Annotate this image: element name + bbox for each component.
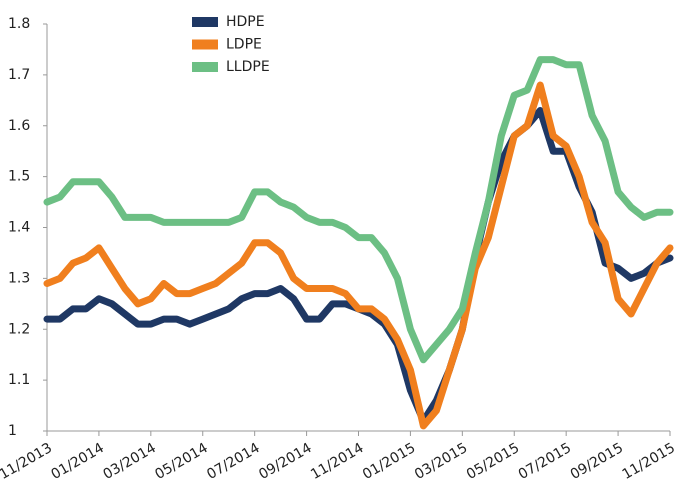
x-tick-label: 07/2014 (204, 440, 262, 483)
x-tick-label: 11/2014 (308, 440, 366, 483)
x-tick-label: 01/2015 (360, 440, 418, 483)
x-tick-label: 03/2014 (100, 440, 158, 483)
y-tick-label: 1.5 (8, 169, 30, 185)
x-tick-label: 07/2015 (516, 440, 574, 483)
series-line (43, 81, 674, 430)
legend-label: LDPE (226, 37, 262, 53)
x-tick-label: 05/2015 (464, 440, 522, 483)
x-tick-label: 11/2013 (0, 440, 55, 483)
y-tick-label: 1.2 (8, 321, 30, 337)
y-tick-label: 1.6 (8, 118, 30, 134)
legend-swatch (192, 17, 218, 27)
x-tick-label: 11/2015 (620, 440, 678, 483)
x-tick-label: 03/2015 (412, 440, 470, 483)
legend-swatch (192, 39, 218, 50)
series-line (43, 106, 674, 425)
x-tick-label: 05/2014 (152, 440, 210, 483)
y-tick-label: 1.8 (8, 16, 30, 32)
y-tick-label: 1.4 (8, 220, 30, 236)
y-tick-label: 1.1 (8, 372, 30, 388)
series-line (43, 56, 674, 364)
x-tick-label: 09/2014 (256, 440, 314, 483)
legend-swatch (192, 62, 218, 72)
legend-label: LLDPE (226, 59, 270, 75)
legend-label: HDPE (226, 14, 265, 30)
y-tick-label: 1.7 (8, 67, 30, 83)
x-tick-label: 09/2015 (568, 440, 626, 483)
y-tick-label: 1.3 (8, 270, 30, 286)
x-tick-label: 01/2014 (49, 440, 107, 483)
y-tick-label: 1 (8, 423, 17, 439)
